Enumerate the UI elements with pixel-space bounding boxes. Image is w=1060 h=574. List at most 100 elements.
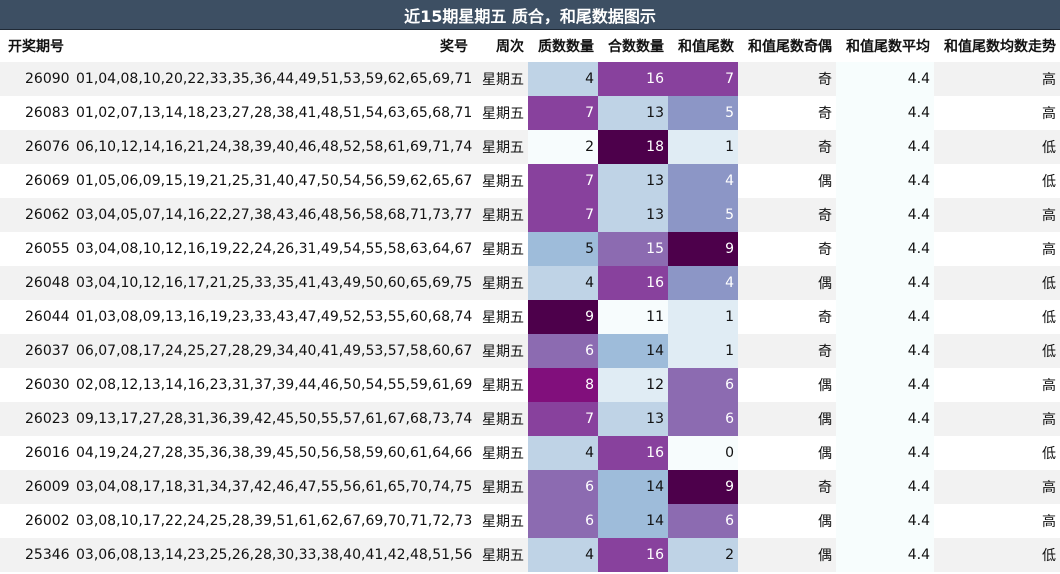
cell-sum-tail-parity: 奇 [738, 300, 836, 334]
cell-numbers: 03,04,05,07,14,16,22,27,38,43,46,48,56,5… [72, 198, 472, 232]
cell-sum-tail-average: 4.4 [836, 334, 934, 368]
cell-numbers: 03,06,08,13,14,23,25,26,28,30,33,38,40,4… [72, 538, 472, 572]
cell-weekday: 星期五 [472, 232, 528, 266]
table-row: 26062 03,04,05,07,14,16,22,27,38,43,46,48… [0, 198, 1060, 232]
cell-sum-tail-trend: 高 [934, 232, 1060, 266]
cell-sum-tail: 6 [668, 504, 738, 538]
cell-sum-tail-parity: 奇 [738, 232, 836, 266]
cell-sum-tail-trend: 高 [934, 470, 1060, 504]
cell-sum-tail-trend: 低 [934, 164, 1060, 198]
cell-issue: 26055 [0, 232, 72, 266]
cell-sum-tail-parity: 奇 [738, 334, 836, 368]
cell-sum-tail-parity: 偶 [738, 436, 836, 470]
cell-sum-tail-average: 4.4 [836, 402, 934, 436]
cell-sum-tail-parity: 偶 [738, 266, 836, 300]
table-row: 26055 03,04,08,10,12,16,19,22,24,26,31,49… [0, 232, 1060, 266]
cell-sum-tail-parity: 偶 [738, 164, 836, 198]
cell-numbers: 06,10,12,14,16,21,24,38,39,40,46,48,52,5… [72, 130, 472, 164]
table-row: 26044 01,03,08,09,13,16,19,23,33,43,47,49… [0, 300, 1060, 334]
table-row: 26069 01,05,06,09,15,19,21,25,31,40,47,50… [0, 164, 1060, 198]
table-row: 26002 03,08,10,17,22,24,25,28,39,51,61,62… [0, 504, 1060, 538]
data-table: 开奖期号 奖号 周次 质数数量 合数数量 和值尾数 和值尾数奇偶 和值尾数平均 … [0, 30, 1060, 572]
cell-numbers: 01,02,07,13,14,18,23,27,28,38,41,48,51,5… [72, 96, 472, 130]
cell-composite-count: 16 [598, 436, 668, 470]
cell-sum-tail: 0 [668, 436, 738, 470]
cell-weekday: 星期五 [472, 62, 528, 96]
cell-sum-tail: 6 [668, 402, 738, 436]
cell-sum-tail-trend: 低 [934, 130, 1060, 164]
cell-weekday: 星期五 [472, 198, 528, 232]
column-header-composite-count: 合数数量 [598, 30, 668, 62]
table-row: 26016 04,19,24,27,28,35,36,38,39,45,50,56… [0, 436, 1060, 470]
cell-sum-tail-average: 4.4 [836, 232, 934, 266]
cell-sum-tail-parity: 奇 [738, 198, 836, 232]
cell-numbers: 02,08,12,13,14,16,23,31,37,39,44,46,50,5… [72, 368, 472, 402]
cell-prime-count: 9 [528, 300, 598, 334]
header-row: 开奖期号 奖号 周次 质数数量 合数数量 和值尾数 和值尾数奇偶 和值尾数平均 … [0, 30, 1060, 62]
cell-prime-count: 7 [528, 402, 598, 436]
cell-sum-tail-average: 4.4 [836, 470, 934, 504]
cell-weekday: 星期五 [472, 470, 528, 504]
cell-sum-tail: 1 [668, 300, 738, 334]
chart-title: 近15期星期五 质合，和尾数据图示 [0, 0, 1060, 30]
cell-issue: 26069 [0, 164, 72, 198]
cell-sum-tail: 6 [668, 368, 738, 402]
table-row: 26009 03,04,08,17,18,31,34,37,42,46,47,55… [0, 470, 1060, 504]
cell-sum-tail-parity: 偶 [738, 368, 836, 402]
cell-composite-count: 14 [598, 504, 668, 538]
cell-composite-count: 16 [598, 266, 668, 300]
cell-sum-tail-trend: 低 [934, 436, 1060, 470]
cell-sum-tail-average: 4.4 [836, 96, 934, 130]
cell-sum-tail-parity: 奇 [738, 470, 836, 504]
cell-numbers: 09,13,17,27,28,31,36,39,42,45,50,55,57,6… [72, 402, 472, 436]
cell-prime-count: 7 [528, 96, 598, 130]
cell-issue: 26083 [0, 96, 72, 130]
cell-prime-count: 2 [528, 130, 598, 164]
cell-weekday: 星期五 [472, 334, 528, 368]
cell-prime-count: 8 [528, 368, 598, 402]
table-row: 26023 09,13,17,27,28,31,36,39,42,45,50,55… [0, 402, 1060, 436]
cell-composite-count: 13 [598, 164, 668, 198]
cell-issue: 26090 [0, 62, 72, 96]
cell-weekday: 星期五 [472, 368, 528, 402]
table-row: 26037 06,07,08,17,24,25,27,28,29,34,40,41… [0, 334, 1060, 368]
cell-numbers: 04,19,24,27,28,35,36,38,39,45,50,56,58,5… [72, 436, 472, 470]
cell-sum-tail-parity: 偶 [738, 402, 836, 436]
cell-sum-tail-trend: 低 [934, 538, 1060, 572]
cell-sum-tail-trend: 高 [934, 402, 1060, 436]
cell-numbers: 01,04,08,10,20,22,33,35,36,44,49,51,53,5… [72, 62, 472, 96]
column-header-sum-tail: 和值尾数 [668, 30, 738, 62]
cell-issue: 26062 [0, 198, 72, 232]
cell-sum-tail-average: 4.4 [836, 198, 934, 232]
cell-sum-tail: 5 [668, 198, 738, 232]
cell-issue: 26016 [0, 436, 72, 470]
cell-sum-tail-trend: 高 [934, 198, 1060, 232]
cell-issue: 26023 [0, 402, 72, 436]
cell-weekday: 星期五 [472, 504, 528, 538]
cell-prime-count: 4 [528, 436, 598, 470]
cell-prime-count: 4 [528, 538, 598, 572]
cell-weekday: 星期五 [472, 402, 528, 436]
cell-sum-tail-average: 4.4 [836, 300, 934, 334]
cell-sum-tail-trend: 高 [934, 62, 1060, 96]
cell-composite-count: 13 [598, 96, 668, 130]
cell-numbers: 03,04,10,12,16,17,21,25,33,35,41,43,49,5… [72, 266, 472, 300]
cell-weekday: 星期五 [472, 300, 528, 334]
cell-issue: 26037 [0, 334, 72, 368]
column-header-weekday: 周次 [472, 30, 528, 62]
cell-numbers: 03,08,10,17,22,24,25,28,39,51,61,62,67,6… [72, 504, 472, 538]
cell-composite-count: 11 [598, 300, 668, 334]
cell-sum-tail-average: 4.4 [836, 130, 934, 164]
cell-composite-count: 13 [598, 198, 668, 232]
cell-numbers: 01,03,08,09,13,16,19,23,33,43,47,49,52,5… [72, 300, 472, 334]
cell-sum-tail-trend: 低 [934, 266, 1060, 300]
column-header-issue: 开奖期号 [0, 30, 72, 62]
cell-sum-tail-trend: 低 [934, 300, 1060, 334]
cell-issue: 26048 [0, 266, 72, 300]
table-row: 25346 03,06,08,13,14,23,25,26,28,30,33,38… [0, 538, 1060, 572]
cell-sum-tail-parity: 偶 [738, 504, 836, 538]
cell-numbers: 03,04,08,17,18,31,34,37,42,46,47,55,56,6… [72, 470, 472, 504]
cell-issue: 25346 [0, 538, 72, 572]
cell-sum-tail-trend: 高 [934, 504, 1060, 538]
cell-weekday: 星期五 [472, 164, 528, 198]
